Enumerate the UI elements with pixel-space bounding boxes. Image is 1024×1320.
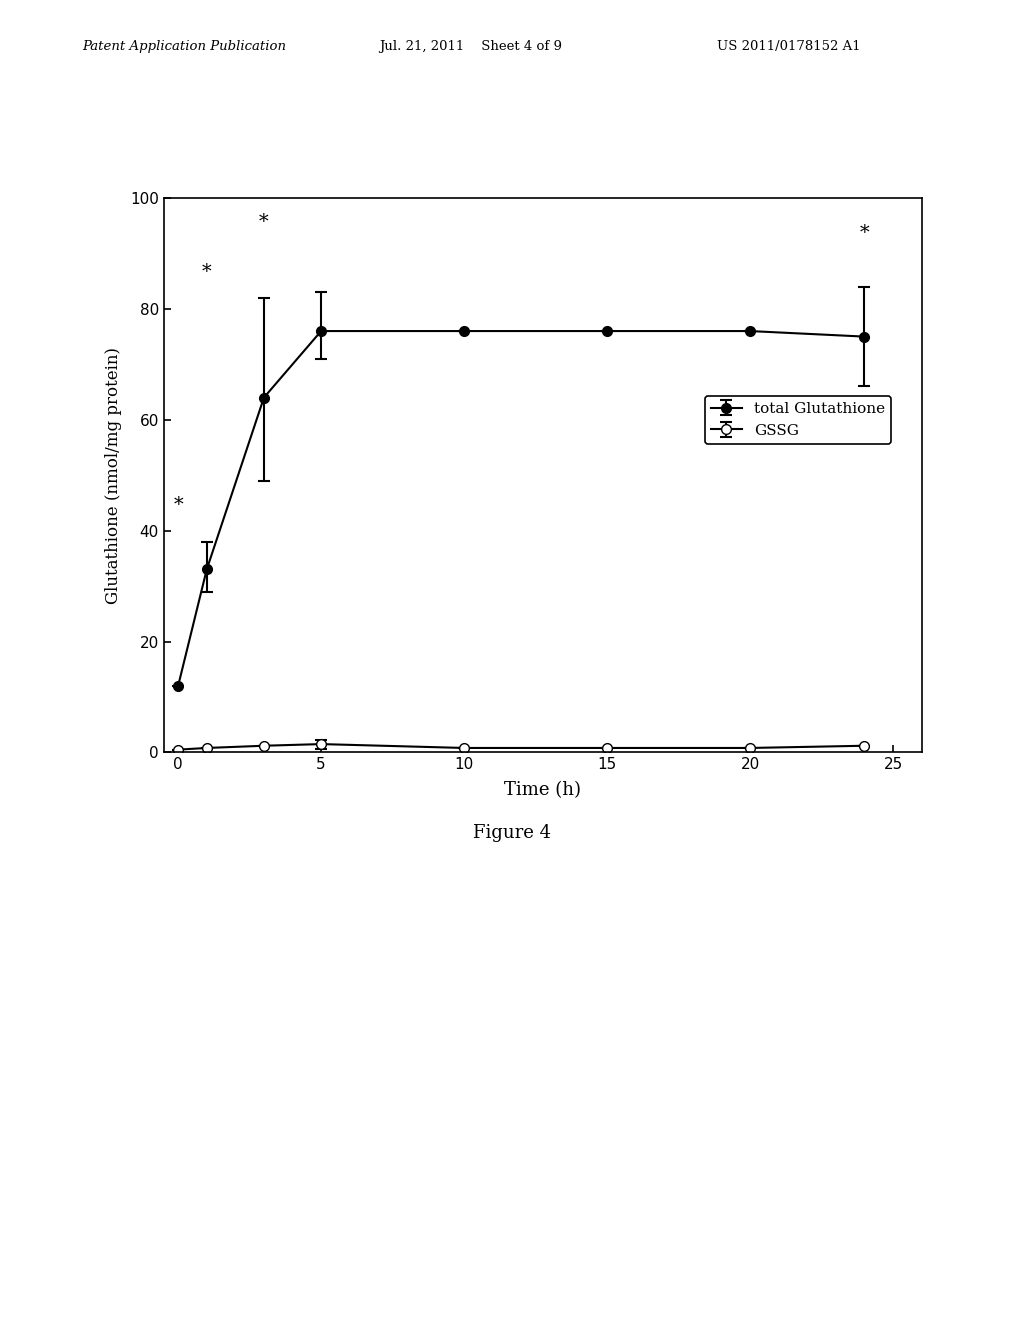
Text: *: *	[173, 496, 183, 513]
Text: US 2011/0178152 A1: US 2011/0178152 A1	[717, 40, 860, 53]
Legend: total Glutathione, GSSG: total Glutathione, GSSG	[706, 396, 891, 444]
X-axis label: Time (h): Time (h)	[504, 780, 582, 799]
Text: Jul. 21, 2011    Sheet 4 of 9: Jul. 21, 2011 Sheet 4 of 9	[379, 40, 562, 53]
Y-axis label: Glutathione (nmol/mg protein): Glutathione (nmol/mg protein)	[104, 347, 122, 603]
Text: *: *	[859, 224, 869, 243]
Text: *: *	[202, 263, 212, 281]
Text: Patent Application Publication: Patent Application Publication	[82, 40, 286, 53]
Text: Figure 4: Figure 4	[473, 824, 551, 842]
Text: *: *	[259, 214, 268, 231]
